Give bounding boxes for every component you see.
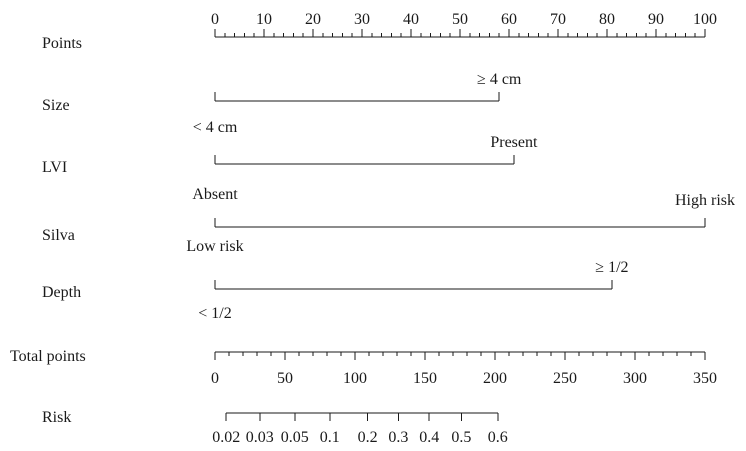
total-points-tick-label: 250 xyxy=(553,370,577,387)
points-tick-label: 20 xyxy=(305,11,321,28)
points-label: Points xyxy=(42,35,82,52)
points-tick-label: 10 xyxy=(256,11,272,28)
predictor-label-size: Size xyxy=(42,97,70,114)
risk-tick-label: 0.5 xyxy=(451,429,471,446)
points-tick-label: 100 xyxy=(693,11,717,28)
predictor-level-label: ≥ 1/2 xyxy=(595,259,628,276)
risk-label: Risk xyxy=(42,409,71,426)
total-points-tick-label: 50 xyxy=(277,370,293,387)
predictor-label-lvi: LVI xyxy=(42,159,67,176)
points-axis: Points 0 10 20 30 40 50 60 70 80 90 100 xyxy=(42,11,717,52)
predictor-level-label: Present xyxy=(490,134,538,151)
points-tick-label: 0 xyxy=(211,11,219,28)
risk-tick-label: 0.4 xyxy=(419,429,439,446)
total-points-tick-label: 150 xyxy=(413,370,437,387)
risk-tick-label: 0.3 xyxy=(388,429,408,446)
predictor-level-label: < 1/2 xyxy=(198,305,231,322)
risk-tick-label: 0.03 xyxy=(246,429,274,446)
risk-tick-label: 0.05 xyxy=(281,429,309,446)
total-points-tick-label: 350 xyxy=(693,370,717,387)
predictor-level-label: < 4 cm xyxy=(193,119,238,136)
total-points-label: Total points xyxy=(10,348,86,365)
predictor-label-silva: Silva xyxy=(42,227,75,244)
predictor-level-label: ≥ 4 cm xyxy=(477,71,522,88)
total-points-tick-label: 300 xyxy=(623,370,647,387)
points-tick-label: 40 xyxy=(403,11,419,28)
total-points-tick-label: 100 xyxy=(343,370,367,387)
predictor-level-label: Absent xyxy=(192,186,238,203)
points-tick-label: 30 xyxy=(354,11,370,28)
predictor-label-depth: Depth xyxy=(42,284,81,301)
risk-tick-label: 0.6 xyxy=(488,429,508,446)
points-tick-label: 70 xyxy=(550,11,566,28)
predictor-level-label: High risk xyxy=(675,192,735,209)
predictor-level-label: Low risk xyxy=(186,238,243,255)
points-tick-label: 90 xyxy=(648,11,664,28)
risk-tick-label: 0.2 xyxy=(358,429,378,446)
risk-axis: Risk 0.02 0.03 0.05 0.1 0.2 0.3 0.4 0.5 0.6 xyxy=(42,409,508,446)
total-points-axis: Total points 0 50 100 150 200 250 300 350 xyxy=(10,348,717,387)
points-tick-label: 80 xyxy=(599,11,615,28)
predictor-rows: Size < 4 cm ≥ 4 cm LVI Absent Present Silva Low… xyxy=(42,71,735,322)
points-tick-label: 50 xyxy=(452,11,468,28)
risk-tick-label: 0.1 xyxy=(320,429,340,446)
points-tick-label: 60 xyxy=(501,11,517,28)
total-points-tick-label: 200 xyxy=(483,370,507,387)
risk-tick-label: 0.02 xyxy=(212,429,240,446)
total-points-tick-label: 0 xyxy=(211,370,219,387)
